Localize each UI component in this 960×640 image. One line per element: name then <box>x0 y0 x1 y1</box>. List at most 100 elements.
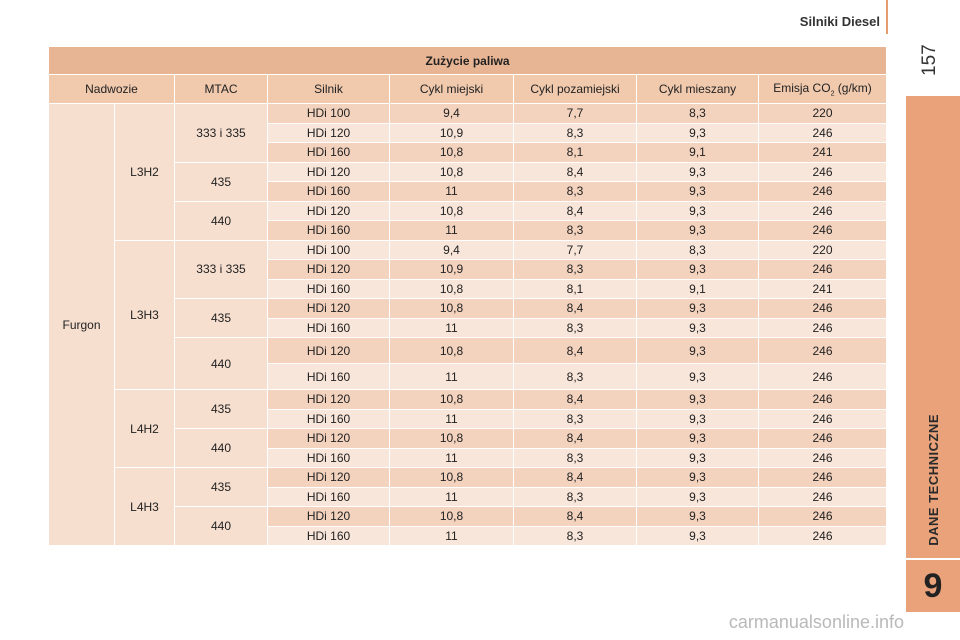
fuel-consumption-table: Zużycie paliwa Nadwozie MTAC Silnik Cykl… <box>47 46 888 546</box>
extra-urban-cell: 8,3 <box>513 486 637 507</box>
table-row: HDi 160 11 8,3 9,3 246 <box>49 486 888 507</box>
emission-cell: 246 <box>757 389 888 410</box>
version-cell: L3H2 <box>114 103 175 241</box>
table-row: L4H2 435 HDi 120 10,8 8,4 9,3 246 <box>49 389 888 468</box>
table-row: HDi 160 11 8,3 9,3 246 <box>49 181 888 202</box>
engine-cell: HDi 160 <box>267 181 390 202</box>
header-body: Nadwozie <box>48 74 175 104</box>
urban-cell: 10,8 <box>389 337 514 364</box>
engine-cell: HDi 120 <box>267 506 390 527</box>
extra-urban-cell: 8,4 <box>513 161 637 182</box>
engine-cell: HDi 120 <box>267 389 390 410</box>
urban-cell: 10,8 <box>389 428 514 449</box>
chapter-label-text: DANE TECHNICZNE <box>925 414 941 546</box>
combined-cell: 9,3 <box>636 220 759 241</box>
emission-cell: 246 <box>757 428 888 449</box>
combined-cell: 9,3 <box>636 428 759 449</box>
urban-cell: 10,8 <box>389 200 514 221</box>
emission-cell: 246 <box>757 220 888 241</box>
engine-cell: HDi 120 <box>267 298 390 319</box>
combined-cell: 9,3 <box>636 122 759 143</box>
emission-cell: 246 <box>757 506 888 527</box>
emission-cell: 241 <box>757 142 888 163</box>
emission-cell: 241 <box>757 278 888 299</box>
extra-urban-cell: 8,3 <box>513 220 637 241</box>
emission-cell: 246 <box>757 298 888 319</box>
combined-cell: 9,3 <box>636 389 759 410</box>
mtac-cell: 435 <box>174 161 268 202</box>
urban-cell: 9,4 <box>389 103 514 124</box>
combined-cell: 8,3 <box>636 239 759 260</box>
combined-cell: 9,3 <box>636 161 759 182</box>
engine-cell: HDi 120 <box>267 259 390 280</box>
extra-urban-cell: 7,7 <box>513 103 637 124</box>
chapter-side-tab: DANE TECHNICZNE <box>906 96 960 558</box>
table-row: HDi 160 11 8,3 9,3 246 <box>49 363 888 390</box>
combined-cell: 9,1 <box>636 278 759 299</box>
extra-urban-cell: 8,3 <box>513 525 637 546</box>
engine-cell: HDi 160 <box>267 486 390 507</box>
emission-cell: 246 <box>757 181 888 202</box>
emission-cell: 246 <box>757 363 888 390</box>
page-number: 157 <box>919 44 940 76</box>
extra-urban-cell: 8,4 <box>513 298 637 319</box>
extra-urban-cell: 8,3 <box>513 259 637 280</box>
extra-urban-cell: 7,7 <box>513 239 637 260</box>
emission-cell: 246 <box>757 122 888 143</box>
engine-cell: HDi 120 <box>267 428 390 449</box>
table-row: L3H3 333 i 335 HDi 100 9,4 7,7 8,3 220 <box>49 239 888 390</box>
engine-cell: HDi 160 <box>267 220 390 241</box>
combined-cell: 9,3 <box>636 259 759 280</box>
urban-cell: 11 <box>389 486 514 507</box>
urban-cell: 10,8 <box>389 142 514 163</box>
emission-cell: 246 <box>757 486 888 507</box>
table-row: 435 HDi 120 10,8 8,4 9,3 246 <box>49 298 888 338</box>
urban-cell: 11 <box>389 447 514 468</box>
combined-cell: 9,3 <box>636 181 759 202</box>
urban-cell: 10,8 <box>389 298 514 319</box>
table-row: 440 HDi 120 10,8 8,4 9,3 246 <box>49 200 888 241</box>
urban-cell: 11 <box>389 317 514 338</box>
mtac-cell: 333 i 335 <box>174 239 268 299</box>
mtac-cell: 435 <box>174 389 268 429</box>
extra-urban-cell: 8,4 <box>513 337 637 364</box>
version-cell: L3H3 <box>114 239 175 390</box>
engine-cell: HDi 160 <box>267 142 390 163</box>
extra-urban-cell: 8,4 <box>513 506 637 527</box>
combined-cell: 9,3 <box>636 337 759 364</box>
engine-cell: HDi 120 <box>267 122 390 143</box>
engine-cell: HDi 120 <box>267 161 390 182</box>
emission-cell: 246 <box>757 259 888 280</box>
extra-urban-cell: 8,4 <box>513 428 637 449</box>
urban-cell: 10,8 <box>389 161 514 182</box>
extra-urban-cell: 8,3 <box>513 363 637 390</box>
header-emission-subscript: 2 <box>830 90 835 98</box>
mtac-cell: 435 <box>174 467 268 507</box>
mtac-cell: 440 <box>174 506 268 546</box>
extra-urban-cell: 8,3 <box>513 181 637 202</box>
table-row: L4H3 435 HDi 120 10,8 8,4 9,3 246 <box>49 467 888 546</box>
extra-urban-cell: 8,3 <box>513 122 637 143</box>
table-row: 435 HDi 120 10,8 8,4 9,3 246 <box>49 161 888 202</box>
emission-cell: 246 <box>757 447 888 468</box>
engine-cell: HDi 160 <box>267 447 390 468</box>
table-title: Zużycie paliwa <box>47 46 888 75</box>
version-cell: L4H2 <box>114 389 175 468</box>
emission-cell: 220 <box>757 103 888 124</box>
engine-cell: HDi 160 <box>267 317 390 338</box>
header-extra-urban: Cykl pozamiejski <box>513 74 637 104</box>
urban-cell: 10,9 <box>389 122 514 143</box>
engine-cell: HDi 100 <box>267 239 390 260</box>
engine-cell: HDi 160 <box>267 525 390 546</box>
engine-cell: HDi 160 <box>267 278 390 299</box>
mtac-cell: 440 <box>174 428 268 468</box>
body-type-cell: Furgon <box>48 103 115 546</box>
engine-cell: HDi 120 <box>267 467 390 488</box>
urban-cell: 11 <box>389 181 514 202</box>
combined-cell: 9,3 <box>636 363 759 390</box>
table-row: 440 HDi 120 10,8 8,4 9,3 246 <box>49 428 888 468</box>
header-divider <box>886 0 888 34</box>
combined-cell: 8,3 <box>636 103 759 124</box>
table-row: Furgon L3H2 333 i 335 HDi 100 9,4 7,7 8,3 220 <box>48 103 888 546</box>
extra-urban-cell: 8,3 <box>513 447 637 468</box>
